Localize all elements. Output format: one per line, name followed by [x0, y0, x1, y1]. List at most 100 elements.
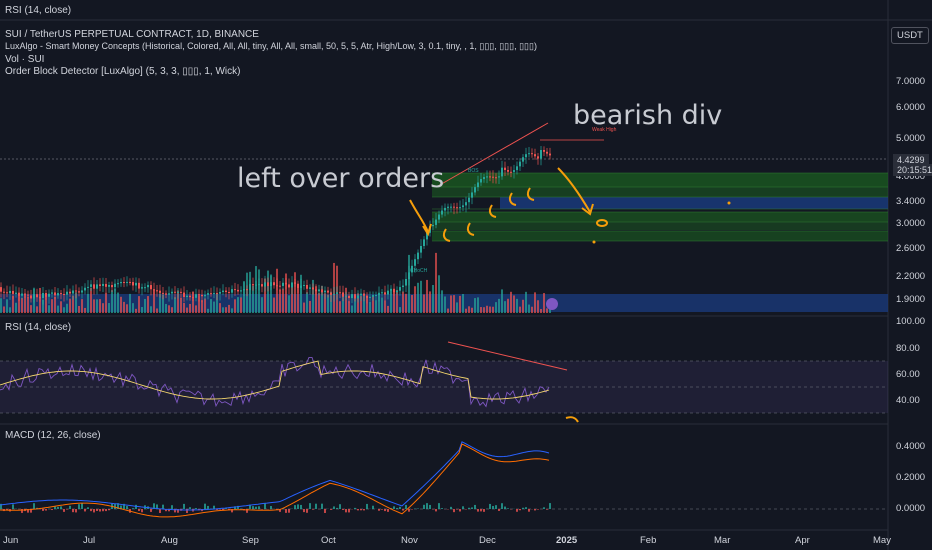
- volume-bar: [288, 295, 290, 313]
- volume-bar: [42, 299, 44, 313]
- candle-body: [177, 291, 179, 293]
- macd-panel-title[interactable]: MACD (12, 26, close): [5, 430, 101, 441]
- candle-body: [126, 281, 128, 283]
- candle-body: [63, 294, 65, 296]
- macd-histogram-bar: [435, 509, 437, 512]
- volume-bar: [273, 297, 275, 313]
- macd-histogram-bar: [330, 509, 332, 510]
- volume-bar: [111, 290, 113, 313]
- volume-bar: [360, 296, 362, 313]
- volume-bar: [327, 294, 329, 313]
- candle-body: [480, 179, 482, 183]
- volume-bar: [423, 294, 425, 313]
- volume-bar: [102, 303, 104, 313]
- volume-bar: [345, 287, 347, 313]
- macd-histogram-bar: [285, 509, 287, 513]
- macd-histogram-bar: [381, 509, 383, 510]
- candle-body: [168, 293, 170, 295]
- candle-body: [117, 283, 119, 285]
- macd-histogram-bar: [150, 509, 152, 512]
- volume-bar: [261, 297, 263, 313]
- macd-histogram-bar: [492, 505, 494, 509]
- top-indicator-label[interactable]: RSI (14, close): [5, 5, 72, 16]
- macd-histogram-bar: [357, 509, 359, 511]
- volume-bar: [81, 299, 83, 313]
- candle-body: [459, 207, 461, 209]
- candle-body: [0, 287, 2, 292]
- candle-body: [249, 284, 251, 291]
- candle-body: [372, 295, 374, 297]
- macd-histogram-bar: [321, 503, 323, 509]
- candle-body: [45, 293, 47, 297]
- candle-body: [270, 282, 272, 287]
- macd-histogram-bar: [258, 506, 260, 509]
- candle-body: [393, 289, 395, 293]
- candle-body: [294, 282, 296, 284]
- annotation-arrowhead: [581, 203, 594, 216]
- volume-bar: [369, 301, 371, 313]
- candle-body: [342, 292, 344, 297]
- candle-body: [501, 167, 503, 177]
- candle-body: [468, 197, 470, 203]
- volume-bar: [354, 295, 356, 313]
- candle-body: [474, 187, 476, 193]
- candle-body: [198, 294, 200, 296]
- luxalgo-smc-legend[interactable]: LuxAlgo - Smart Money Concepts (Historic…: [5, 41, 537, 51]
- candle-body: [279, 285, 281, 287]
- candle-body: [18, 292, 20, 296]
- time-tick: Aug: [161, 535, 178, 546]
- candle-body: [30, 295, 32, 299]
- candle-body: [228, 291, 230, 293]
- candle-body: [498, 176, 500, 178]
- volume-bar: [474, 298, 476, 313]
- volume-bar: [27, 296, 29, 313]
- macd-histogram-bar: [252, 506, 254, 509]
- candle-body: [51, 292, 53, 294]
- currency-button[interactable]: USDT: [891, 27, 929, 44]
- volume-bar: [231, 308, 233, 313]
- volume-legend[interactable]: Vol · SUI: [5, 54, 45, 65]
- candle-body: [414, 259, 416, 266]
- volume-bar: [195, 305, 197, 313]
- candle-body: [258, 284, 260, 286]
- candle-body: [81, 290, 83, 293]
- volume-bar: [258, 269, 260, 313]
- volume-bar: [186, 307, 188, 313]
- macd-histogram-bar: [393, 506, 395, 509]
- macd-histogram-bar: [264, 503, 266, 509]
- candle-body: [336, 292, 338, 294]
- volume-bar: [348, 301, 350, 313]
- candle-body: [201, 294, 203, 297]
- volume-bar: [276, 268, 278, 313]
- macd-histogram-bar: [93, 509, 95, 513]
- candle-body: [102, 283, 104, 286]
- volume-bar: [255, 266, 257, 313]
- candle-body: [288, 284, 290, 288]
- volume-bar: [156, 308, 158, 313]
- volume-bar: [426, 279, 428, 313]
- macd-histogram-bar: [489, 503, 491, 509]
- volume-bar: [237, 297, 239, 313]
- annotation-mark: [466, 222, 475, 236]
- macd-line: [0, 441, 550, 511]
- candle-body: [504, 167, 506, 170]
- symbol-label[interactable]: SUI / TetherUS PERPETUAL CONTRACT, 1D, B…: [5, 29, 259, 40]
- macd-histogram-bar: [69, 505, 71, 509]
- volume-bar: [297, 285, 299, 313]
- candle-body: [141, 287, 143, 289]
- macd-histogram-bar: [72, 509, 74, 513]
- rsi-panel-title[interactable]: RSI (14, close): [5, 322, 72, 333]
- annotation-mark: [526, 187, 535, 201]
- candle-body: [390, 289, 392, 291]
- volume-bar: [108, 303, 110, 313]
- volume-bar: [507, 298, 509, 313]
- order-block-legend[interactable]: Order Block Detector [LuxAlgo] (5, 3, 3,…: [5, 66, 241, 77]
- volume-bar: [204, 298, 206, 313]
- macd-histogram-bar: [300, 504, 302, 509]
- volume-bar: [420, 280, 422, 313]
- candle-body: [162, 292, 164, 294]
- volume-bar: [84, 307, 86, 313]
- macd-histogram-bar: [441, 508, 443, 509]
